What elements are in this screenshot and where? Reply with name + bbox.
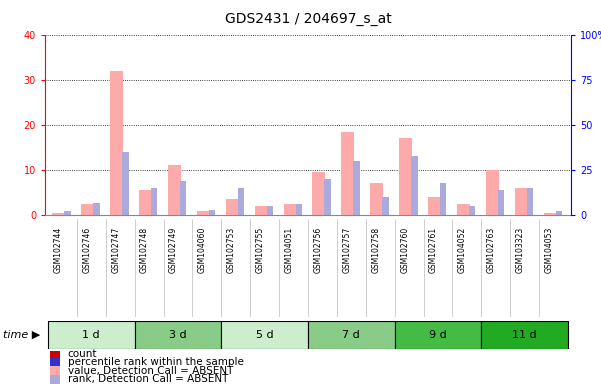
Text: GDS2431 / 204697_s_at: GDS2431 / 204697_s_at (225, 12, 391, 25)
Text: GSM104051: GSM104051 (284, 227, 293, 273)
Bar (50, 349, 59, 359)
Bar (353, 161, 360, 215)
Text: GSM103323: GSM103323 (516, 227, 525, 273)
Text: GSM104052: GSM104052 (458, 227, 467, 273)
Bar (370, 184, 383, 215)
Text: GSM102761: GSM102761 (429, 227, 438, 273)
Bar (221, 321, 308, 349)
Text: 3 d: 3 d (169, 330, 187, 340)
Text: GSM102746: GSM102746 (82, 227, 91, 273)
Bar (514, 188, 528, 215)
Bar (48, 321, 135, 349)
Bar (64, 210, 71, 215)
Bar (81, 204, 94, 215)
Bar (481, 321, 568, 349)
Text: GSM102758: GSM102758 (371, 227, 380, 273)
Text: 9 d: 9 d (429, 330, 447, 340)
Bar (226, 199, 239, 215)
Bar (139, 190, 152, 215)
Text: 1 d: 1 d (82, 330, 100, 340)
Bar (50, 366, 59, 376)
Text: GSM102755: GSM102755 (255, 227, 264, 273)
Bar (498, 190, 504, 215)
Bar (255, 206, 267, 215)
Bar (313, 172, 326, 215)
Bar (284, 204, 297, 215)
Bar (180, 181, 186, 215)
Bar (526, 188, 533, 215)
Bar (168, 166, 181, 215)
Bar (411, 156, 418, 215)
Bar (110, 71, 123, 215)
Text: GSM102753: GSM102753 (227, 227, 236, 273)
Bar (151, 188, 157, 215)
Text: GSM102760: GSM102760 (400, 227, 409, 273)
Bar (308, 321, 395, 349)
Bar (341, 132, 355, 215)
Bar (296, 204, 302, 215)
Bar (52, 213, 66, 215)
Text: 11 d: 11 d (513, 330, 537, 340)
Text: GSM104060: GSM104060 (198, 227, 207, 273)
Bar (238, 188, 244, 215)
Text: GSM102756: GSM102756 (314, 227, 323, 273)
Text: GSM102744: GSM102744 (53, 227, 63, 273)
Text: GSM102749: GSM102749 (169, 227, 178, 273)
Text: rank, Detection Call = ABSENT: rank, Detection Call = ABSENT (68, 374, 228, 384)
Bar (50, 358, 59, 367)
Bar (544, 213, 557, 215)
Bar (428, 197, 441, 215)
Text: value, Detection Call = ABSENT: value, Detection Call = ABSENT (68, 366, 233, 376)
Bar (93, 203, 100, 215)
Bar (122, 152, 129, 215)
Bar (457, 204, 470, 215)
Bar (382, 197, 389, 215)
Text: 5 d: 5 d (256, 330, 273, 340)
Text: GSM104053: GSM104053 (545, 227, 554, 273)
Bar (50, 375, 59, 384)
Bar (556, 212, 562, 215)
Text: count: count (68, 349, 97, 359)
Bar (469, 206, 475, 215)
Bar (325, 179, 331, 215)
Text: GSM102747: GSM102747 (111, 227, 120, 273)
Text: GSM102763: GSM102763 (487, 227, 496, 273)
Bar (486, 170, 499, 215)
Text: percentile rank within the sample: percentile rank within the sample (68, 358, 243, 367)
Text: GSM102748: GSM102748 (140, 227, 149, 273)
Text: GSM102757: GSM102757 (343, 227, 352, 273)
Bar (209, 210, 215, 215)
Bar (399, 138, 412, 215)
Text: time ▶: time ▶ (3, 330, 40, 340)
Bar (197, 210, 210, 215)
Bar (395, 321, 481, 349)
Bar (267, 206, 273, 215)
Bar (135, 321, 221, 349)
Bar (440, 184, 447, 215)
Text: 7 d: 7 d (343, 330, 360, 340)
